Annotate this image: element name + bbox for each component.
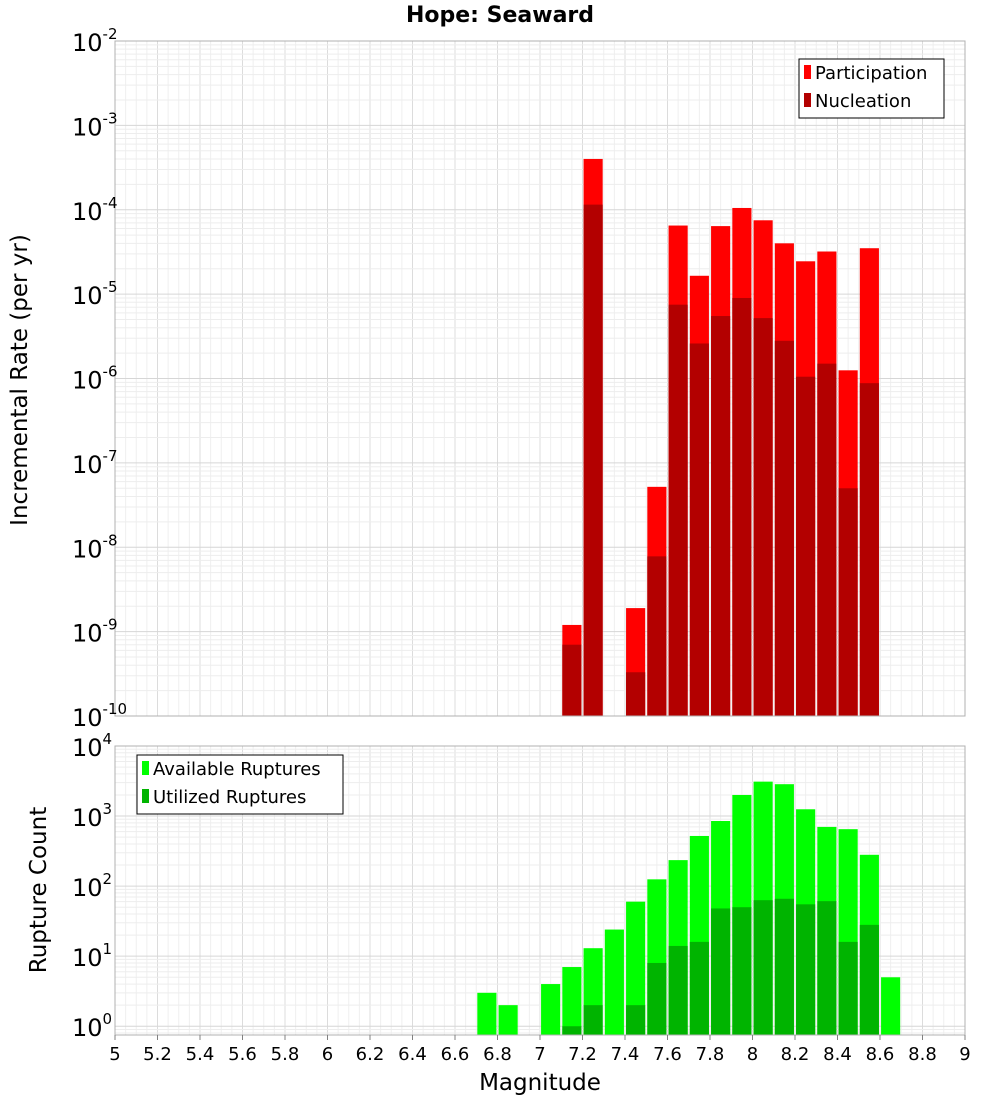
bottom-legend: Available Ruptures Utilized Ruptures [136, 754, 344, 815]
available-ruptures-bar [477, 992, 497, 1035]
x-tick-label: 7.8 [696, 1044, 725, 1065]
top-legend: Participation Nucleation [798, 58, 945, 119]
bottom-y-ticks: 100 101 102 103 104 [72, 730, 112, 1042]
legend-box [136, 754, 344, 815]
x-tick-label: 7 [534, 1044, 545, 1065]
nucleation-bar [796, 376, 816, 716]
x-tick-label: 6 [322, 1044, 333, 1065]
x-ticks: 5 5.2 5.4 5.6 5.8 6 6.2 6.4 6.6 6.8 7 7.2 7.4 7.6 7.8 8… [109, 1035, 971, 1065]
legend-swatch [142, 761, 149, 775]
utilized-ruptures-bar [817, 901, 837, 1035]
y-tick-label: 101 [72, 940, 112, 972]
y-tick-label: 10-9 [72, 616, 118, 648]
y-tick-label: 103 [72, 800, 112, 832]
nucleation-bar [732, 297, 752, 716]
legend-entry: Participation [815, 63, 927, 84]
nucleation-bar [647, 556, 667, 716]
utilized-ruptures-bar [732, 907, 752, 1035]
utilized-ruptures-bar [562, 1026, 582, 1035]
x-tick-label: 6.2 [356, 1044, 385, 1065]
x-tick-label: 5.4 [186, 1044, 215, 1065]
y-tick-label: 10-3 [72, 109, 118, 141]
y-tick-label: 10-2 [72, 25, 118, 57]
x-tick-label: 8.4 [823, 1044, 852, 1065]
x-tick-label: 6.4 [398, 1044, 427, 1065]
top-grid [114, 41, 966, 717]
y-tick-label: 10-7 [72, 447, 118, 479]
x-tick-label: 7.4 [611, 1044, 640, 1065]
x-tick-label: 5.8 [271, 1044, 300, 1065]
x-tick-label: 8.2 [781, 1044, 810, 1065]
nucleation-bar [817, 363, 837, 716]
nucleation-bar [838, 488, 858, 716]
x-tick-label: 8 [747, 1044, 758, 1065]
x-tick-label: 5.6 [228, 1044, 257, 1065]
y-tick-label: 10-5 [72, 278, 118, 310]
x-tick-label: 5.2 [143, 1044, 172, 1065]
x-tick-label: 6.6 [441, 1044, 470, 1065]
y-tick-label: 10-4 [72, 194, 118, 226]
top-plot-frame [114, 40, 966, 717]
utilized-ruptures-bar [838, 941, 858, 1035]
legend-swatch [804, 93, 811, 107]
nucleation-bar [774, 340, 794, 716]
y-tick-label: 104 [72, 730, 112, 762]
utilized-ruptures-bar [753, 900, 773, 1035]
nucleation-bar [689, 343, 709, 716]
nucleation-bar [711, 316, 731, 716]
utilized-ruptures-bar [689, 941, 709, 1035]
legend-entry: Available Ruptures [153, 759, 321, 780]
legend-swatch [804, 65, 811, 79]
y-tick-label: 100 [72, 1010, 112, 1042]
nucleation-bar [668, 304, 688, 716]
x-tick-label: 7.2 [568, 1044, 597, 1065]
chart-title: Hope: Seaward [406, 3, 594, 28]
utilized-ruptures-bar [668, 945, 688, 1035]
bottom-y-axis-label: Rupture Count [26, 807, 52, 973]
available-ruptures-bar [626, 901, 646, 1035]
utilized-ruptures-bar [647, 962, 667, 1035]
y-tick-label: 10-8 [72, 531, 118, 563]
top-y-axis-label: Incremental Rate (per yr) [7, 234, 33, 526]
available-ruptures-bar [562, 967, 582, 1035]
legend-box [798, 58, 945, 119]
y-tick-label: 102 [72, 870, 112, 902]
utilized-ruptures-bar [774, 898, 794, 1035]
y-tick-label: 10-10 [72, 700, 127, 732]
x-tick-label: 6.8 [483, 1044, 512, 1065]
x-tick-label: 8.6 [866, 1044, 895, 1065]
available-ruptures-bar [604, 929, 624, 1035]
utilized-ruptures-bar [711, 908, 731, 1035]
legend-entry: Utilized Ruptures [153, 787, 306, 808]
utilized-ruptures-bar [859, 924, 879, 1035]
legend-entry: Nucleation [815, 91, 911, 112]
legend-swatch [142, 789, 149, 803]
x-tick-label: 5 [109, 1044, 120, 1065]
available-ruptures-bar [541, 984, 561, 1035]
nucleation-bar [753, 318, 773, 716]
x-tick-label: 8.8 [908, 1044, 937, 1065]
bottom-bars [477, 781, 901, 1035]
utilized-ruptures-bar [796, 904, 816, 1035]
top-y-ticks: 10-10 10-9 10-8 10-7 10-6 10-5 10-4 10-3 10-2 [72, 25, 127, 732]
y-tick-label: 10-6 [72, 363, 118, 395]
x-axis-label: Magnitude [479, 1070, 601, 1096]
x-tick-label: 7.6 [653, 1044, 682, 1065]
nucleation-bar [583, 204, 603, 717]
nucleation-bar [562, 644, 582, 716]
available-ruptures-bar [881, 977, 901, 1035]
utilized-ruptures-bar [583, 1005, 603, 1035]
utilized-ruptures-bar [626, 1005, 646, 1035]
nucleation-bar [626, 672, 646, 716]
nucleation-bar [859, 383, 879, 716]
x-tick-label: 9 [959, 1044, 970, 1065]
top-bars [562, 158, 879, 717]
available-ruptures-bar [498, 1005, 518, 1035]
